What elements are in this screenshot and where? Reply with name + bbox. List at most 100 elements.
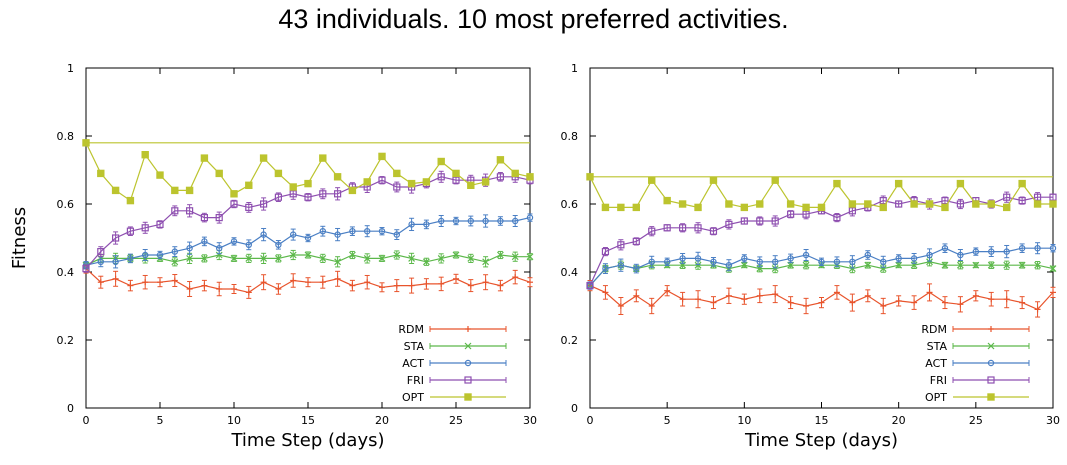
x-tick-label: 30 [523, 414, 537, 427]
data-point [740, 217, 748, 225]
legend-label: ACT [925, 357, 947, 370]
data-point [481, 178, 490, 186]
x-tick-label: 15 [301, 414, 315, 427]
series-line [85, 142, 531, 202]
data-point [289, 183, 297, 191]
y-tick-label: 0.8 [57, 130, 75, 143]
data-point [319, 227, 326, 235]
y-axis-label: Fitness [9, 207, 30, 269]
legend-label: FRI [407, 374, 424, 387]
data-point [126, 227, 135, 235]
data-point [972, 248, 980, 255]
data-point [452, 251, 460, 259]
data-point [848, 207, 856, 215]
data-point [215, 214, 223, 222]
y-tick-label: 0 [67, 402, 74, 415]
data-point [526, 173, 534, 181]
data-point [452, 176, 460, 184]
y-tick-label: 0.4 [57, 266, 75, 279]
data-point [1003, 203, 1011, 212]
data-point [319, 190, 327, 198]
data-point [496, 251, 504, 259]
data-point [260, 200, 268, 208]
data-point [648, 227, 656, 235]
data-point [972, 200, 980, 208]
data-point [97, 169, 105, 178]
legend-marker [987, 342, 995, 350]
data-point [709, 227, 718, 235]
data-point [741, 255, 748, 262]
data-point [452, 217, 460, 225]
data-point [467, 181, 475, 190]
data-point [1018, 197, 1026, 205]
data-point [200, 154, 209, 162]
data-point [378, 176, 386, 184]
data-point [586, 282, 594, 290]
data-point [304, 193, 312, 201]
data-point [230, 254, 238, 262]
data-point [407, 179, 416, 188]
y-tick-label: 1 [571, 62, 578, 75]
data-point [482, 217, 489, 225]
data-point [334, 231, 341, 238]
data-point [1033, 193, 1042, 201]
data-point [910, 255, 918, 262]
data-point [185, 186, 194, 195]
data-point [802, 203, 810, 212]
data-point [245, 241, 252, 248]
data-point [864, 251, 872, 259]
data-point [482, 258, 490, 266]
data-point [818, 258, 825, 265]
data-point [772, 258, 779, 265]
data-point [925, 200, 934, 208]
data-point [141, 151, 149, 159]
data-point [632, 237, 640, 245]
data-point [895, 261, 903, 269]
data-point [771, 217, 779, 225]
data-point [988, 248, 995, 255]
x-tick-label: 10 [737, 414, 751, 427]
data-point [725, 220, 733, 228]
data-point [895, 255, 902, 262]
data-point [512, 217, 519, 225]
data-point [215, 169, 223, 178]
data-point [408, 254, 416, 262]
data-point [496, 156, 505, 164]
chart-title: 43 individuals. 10 most preferred activi… [278, 4, 789, 34]
data-point [833, 214, 841, 222]
data-point [408, 221, 415, 228]
data-point [511, 253, 519, 261]
data-point [632, 203, 640, 212]
data-point [848, 200, 857, 208]
data-point [972, 261, 980, 269]
series-rdm [83, 263, 533, 299]
data-point [648, 258, 655, 265]
data-point [112, 258, 119, 265]
data-point [393, 183, 401, 191]
data-point [289, 190, 297, 198]
data-point [725, 200, 733, 208]
x-axis-label: Time Step (days) [230, 430, 384, 451]
data-point [740, 203, 749, 212]
data-point [926, 251, 933, 259]
data-point [1003, 193, 1011, 201]
data-point [910, 200, 918, 208]
data-point [334, 258, 342, 266]
data-point [378, 152, 386, 161]
series-rdm [587, 280, 1056, 318]
data-point [1049, 265, 1057, 273]
legend: RDM STA ACT FRI OPT [398, 323, 507, 404]
data-point [1049, 193, 1057, 201]
data-point [956, 179, 965, 188]
data-point [1034, 244, 1041, 252]
legend-label: OPT [402, 391, 424, 404]
data-point [864, 261, 872, 269]
data-point [926, 258, 933, 266]
data-point [171, 186, 179, 195]
data-point [378, 227, 386, 235]
data-point [141, 251, 149, 259]
data-point [97, 248, 105, 256]
